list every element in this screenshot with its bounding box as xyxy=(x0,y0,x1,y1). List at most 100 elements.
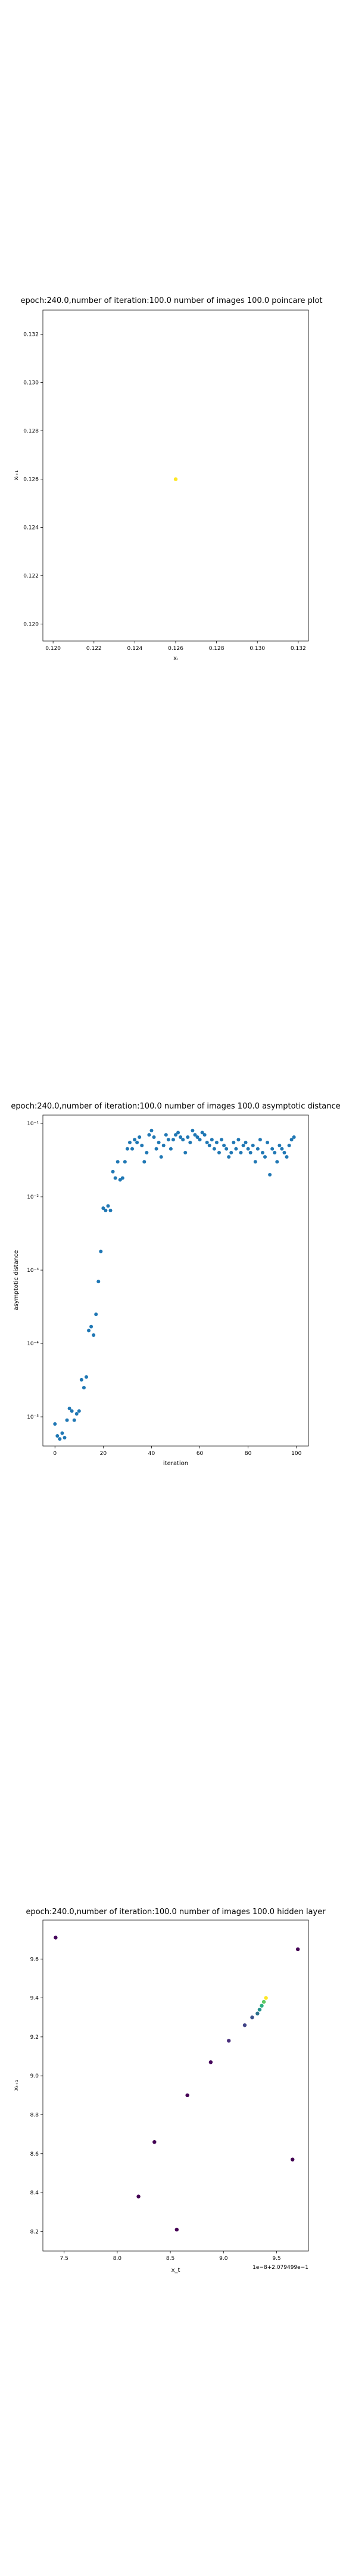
y-tick-label: 0.120 xyxy=(23,622,39,628)
data-point xyxy=(183,1150,188,1154)
data-point xyxy=(79,1377,83,1382)
y-tick-label: 8.8 xyxy=(30,2112,39,2118)
y-tick-label: 9.4 xyxy=(30,1996,39,2002)
data-point xyxy=(195,1135,199,1140)
y-tick-label: 9.2 xyxy=(30,2035,39,2041)
data-point xyxy=(207,1144,211,1148)
data-point xyxy=(94,1312,98,1317)
data-point xyxy=(251,1144,255,1148)
data-point xyxy=(104,1209,108,1213)
data-point xyxy=(214,1140,219,1144)
data-point xyxy=(74,1411,79,1416)
data-point xyxy=(174,1133,177,1137)
data-point xyxy=(138,1135,142,1140)
poincare-x-ticks: 0.120 0.122 0.124 0.126 0.128 0.130 0.132 xyxy=(45,641,306,652)
x-tick-label: 40 xyxy=(148,1451,155,1457)
data-point xyxy=(250,2015,254,2020)
data-point xyxy=(145,1150,149,1154)
data-point xyxy=(289,1138,294,1142)
data-point xyxy=(55,1433,60,1438)
data-point xyxy=(84,1375,88,1379)
y-tick-label: 8.2 xyxy=(30,2229,39,2235)
data-point xyxy=(99,1249,103,1253)
data-point xyxy=(193,1133,197,1137)
x-tick-label: 0.128 xyxy=(209,646,224,652)
data-point xyxy=(220,1138,224,1142)
data-point xyxy=(257,2007,262,2012)
asymptotic-y-ticks: 10⁻⁵ 10⁻⁴ 10⁻³ 10⁻² 10⁻¹ xyxy=(27,1121,43,1420)
data-point xyxy=(106,1204,110,1208)
hidden-layer-x-ticks: 7.5 8.0 8.5 9.0 9.5 xyxy=(60,2251,281,2262)
data-point xyxy=(140,1144,144,1148)
y-tick-label: 0.128 xyxy=(23,429,39,435)
data-point xyxy=(157,1140,161,1144)
data-point xyxy=(217,1150,221,1154)
y-tick-label: 0.122 xyxy=(23,574,39,580)
data-point xyxy=(285,1155,289,1159)
data-point xyxy=(244,1140,248,1144)
x-tick-label: 0.122 xyxy=(86,646,102,652)
data-point xyxy=(176,1131,180,1135)
data-point xyxy=(82,1386,86,1390)
data-point xyxy=(133,1138,137,1142)
data-point xyxy=(229,1150,233,1154)
y-tick-label: 0.130 xyxy=(23,380,39,386)
asymptotic-distance-plot: epoch:240.0,number of iteration:100.0 nu… xyxy=(11,1102,340,1467)
data-point xyxy=(70,1409,74,1413)
data-point xyxy=(236,1138,241,1142)
hidden-layer-x-label: x_t xyxy=(172,2267,180,2274)
data-point xyxy=(242,2023,247,2027)
y-tick-label: 10⁻³ xyxy=(27,1268,39,1274)
y-tick-label: 9.0 xyxy=(30,2073,39,2079)
data-point xyxy=(125,1147,129,1151)
data-point xyxy=(273,1150,277,1154)
data-point xyxy=(277,1144,282,1148)
asymptotic-x-label: iteration xyxy=(163,1460,188,1467)
data-point xyxy=(255,1147,260,1151)
y-tick-label: 8.4 xyxy=(30,2190,39,2196)
data-point xyxy=(101,1206,105,1210)
data-point xyxy=(212,1147,216,1151)
data-point xyxy=(185,2093,189,2098)
data-point xyxy=(111,1169,115,1174)
poincare-y-label: xᵢ₊₁ xyxy=(13,470,20,481)
hidden-layer-axes-frame xyxy=(42,1919,309,2252)
y-tick-label: 0.132 xyxy=(23,332,39,338)
hidden-layer-y-label: xₜ₊₁ xyxy=(13,2080,20,2091)
data-point xyxy=(202,1133,207,1137)
data-point xyxy=(263,1155,267,1159)
x-tick-label: 0 xyxy=(53,1451,57,1457)
asymptotic-y-label: asymptotic distance xyxy=(13,1250,20,1310)
hidden-layer-plot: epoch:240.0,number of iteration:100.0 nu… xyxy=(13,1908,326,2274)
data-point xyxy=(275,1160,279,1164)
asymptotic-title: epoch:240.0,number of iteration:100.0 nu… xyxy=(11,1102,340,1111)
data-point xyxy=(287,1144,291,1148)
data-point xyxy=(127,1140,132,1144)
data-point xyxy=(260,1150,264,1154)
data-point xyxy=(264,1996,268,2000)
data-point xyxy=(113,1176,117,1180)
data-point xyxy=(239,1150,243,1154)
data-point xyxy=(92,1333,96,1337)
poincare-axes-frame xyxy=(42,309,309,642)
data-point xyxy=(63,1435,67,1439)
data-point xyxy=(208,2060,213,2064)
data-point xyxy=(234,1147,238,1151)
poincare-plot: epoch:240.0,number of iteration:100.0 nu… xyxy=(13,296,323,662)
x-tick-label: 0.124 xyxy=(127,646,143,652)
data-point xyxy=(200,1131,204,1135)
hidden-layer-y-ticks: 8.2 8.4 8.6 8.8 9.0 9.2 9.4 9.6 xyxy=(30,1956,43,2235)
hidden-layer-title: epoch:240.0,number of iteration:100.0 nu… xyxy=(26,1908,326,1916)
x-tick-label: 80 xyxy=(245,1451,252,1457)
data-point xyxy=(135,1140,139,1144)
y-tick-label: 10⁻⁵ xyxy=(27,1414,39,1420)
data-point xyxy=(291,2157,295,2162)
y-tick-label: 10⁻⁴ xyxy=(27,1341,39,1347)
data-point xyxy=(60,1431,64,1435)
asymptotic-x-ticks: 0 20 40 60 80 100 xyxy=(53,1446,302,1457)
data-point xyxy=(58,1437,62,1441)
data-point xyxy=(261,1999,266,2004)
x-tick-label: 7.5 xyxy=(60,2256,68,2262)
data-point xyxy=(130,1147,135,1151)
